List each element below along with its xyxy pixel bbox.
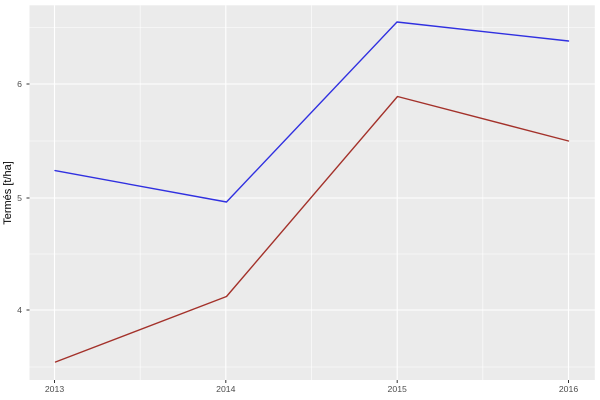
svg-text:6: 6 — [17, 79, 22, 89]
svg-text:2015: 2015 — [388, 384, 407, 394]
svg-text:5: 5 — [17, 193, 22, 203]
svg-text:Termés [t/ha]: Termés [t/ha] — [2, 161, 14, 225]
svg-text:2013: 2013 — [45, 384, 64, 394]
svg-text:2014: 2014 — [216, 384, 235, 394]
svg-text:2016: 2016 — [559, 384, 578, 394]
svg-text:4: 4 — [17, 305, 22, 315]
